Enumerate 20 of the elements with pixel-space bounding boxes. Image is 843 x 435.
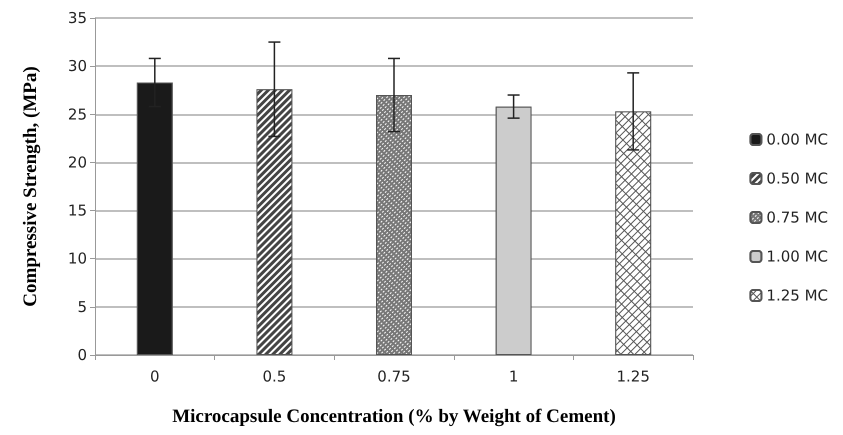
y-tick-label: 15 — [68, 202, 87, 220]
y-tick-label: 30 — [68, 57, 87, 76]
y-axis-title: Compressive Strength, (MPa) — [20, 66, 41, 307]
legend-label: 0.50 MC — [766, 170, 828, 188]
y-tick-label: 5 — [77, 298, 87, 316]
y-tick-label: 10 — [68, 250, 87, 268]
y-tick-label: 20 — [68, 153, 87, 172]
x-tick-label: 0.5 — [262, 368, 286, 386]
y-tick-label: 35 — [68, 9, 87, 27]
y-tick-label: 25 — [68, 105, 87, 124]
x-tick-label: 0.75 — [377, 368, 411, 386]
x-axis-title: Microcapsule Concentration (% by Weight of Cement) — [172, 406, 616, 427]
legend-label: 1.25 MC — [766, 286, 828, 304]
legend-label: 1.00 MC — [766, 248, 828, 266]
x-tick-label: 1.25 — [616, 368, 650, 386]
legend-label: 0.75 MC — [766, 208, 828, 226]
x-tick-label: 0 — [150, 368, 160, 386]
legend-label: 0.00 MC — [766, 130, 828, 148]
y-tick-label: 0 — [77, 346, 87, 364]
x-tick-label: 1 — [508, 368, 518, 386]
